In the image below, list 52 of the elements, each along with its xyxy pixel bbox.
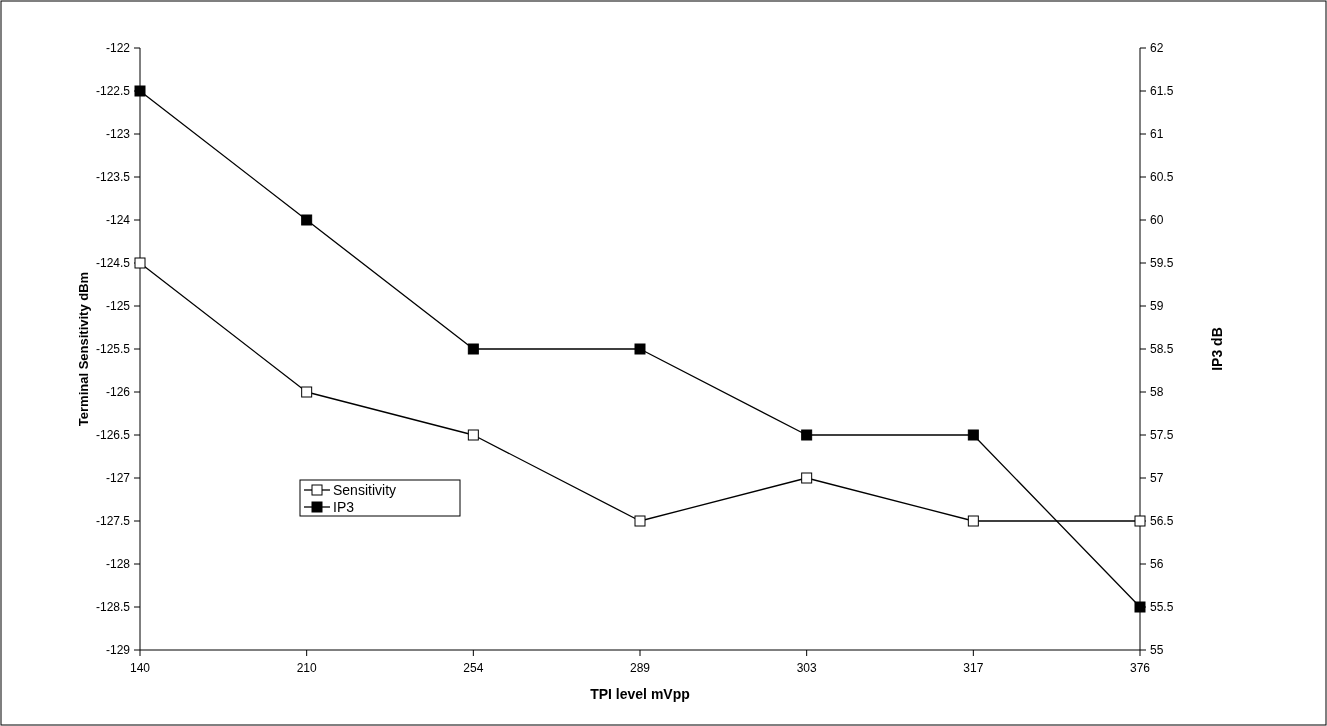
- y2-tick-label: 60.5: [1150, 170, 1174, 185]
- y-tick-label: -128: [105, 557, 131, 572]
- legend-label: IP3: [333, 498, 355, 515]
- y-tick-label: -124.5: [95, 256, 131, 271]
- x-tick-label: 376: [1129, 661, 1151, 675]
- y-tick-label: -126.5: [95, 428, 131, 443]
- point: [634, 515, 646, 527]
- point: [801, 472, 813, 484]
- point: [467, 429, 479, 441]
- point: [467, 343, 479, 355]
- y-tick-label: -125.5: [95, 342, 131, 357]
- y-tick-label: -127: [105, 471, 131, 486]
- point: [967, 429, 979, 441]
- y-tick-label: -123.5: [95, 170, 131, 185]
- y-tick-label: -129: [105, 643, 131, 658]
- x-tick-label: 254: [463, 661, 484, 675]
- x-axis-title: TPI level mVpp: [590, 686, 690, 702]
- y-tick-label: -124: [105, 213, 131, 228]
- y2-tick-label: 55.5: [1150, 600, 1174, 615]
- y2-tick-label: 59: [1150, 299, 1164, 314]
- x-tick-label: 317: [963, 661, 984, 675]
- y2-axis-title: IP3 dB: [1209, 327, 1225, 371]
- y-axis-title: Terminal Sensitivity dBm: [76, 271, 91, 427]
- x-tick-label: 289: [629, 661, 651, 675]
- point: [634, 343, 646, 355]
- y2-tick-label: 58: [1150, 385, 1164, 400]
- x-tick-label: 303: [796, 661, 817, 675]
- y2-tick-label: 55: [1150, 643, 1164, 658]
- y2-tick-label: 56.5: [1150, 514, 1174, 529]
- y2-tick-label: 58.5: [1150, 342, 1174, 357]
- y-tick-label: -126: [105, 385, 131, 400]
- y2-tick-label: 56: [1150, 557, 1164, 572]
- y2-tick-label: 61.5: [1150, 84, 1174, 99]
- y-tick-label: -125: [105, 299, 131, 314]
- y2-tick-label: 57.5: [1150, 428, 1174, 443]
- y-tick-label: -123: [105, 127, 131, 142]
- y2-tick-label: 61: [1150, 127, 1164, 142]
- point: [801, 429, 813, 441]
- y-tick-label: -122.5: [95, 84, 131, 99]
- x-tick-label: 140: [129, 661, 151, 675]
- point: [301, 386, 313, 398]
- y2-tick-label: 62: [1150, 41, 1164, 56]
- x-tick-label: 210: [296, 661, 317, 675]
- y2-tick-label: 57: [1150, 471, 1164, 486]
- y2-tick-label: 60: [1150, 213, 1164, 228]
- point: [301, 214, 313, 226]
- legend-label: Sensitivity: [333, 481, 397, 498]
- y2-tick-label: 59.5: [1150, 256, 1174, 271]
- y-tick-label: -128.5: [95, 600, 131, 615]
- y-tick-label: -122: [105, 41, 131, 56]
- y-tick-label: -127.5: [95, 514, 131, 529]
- point: [967, 515, 979, 527]
